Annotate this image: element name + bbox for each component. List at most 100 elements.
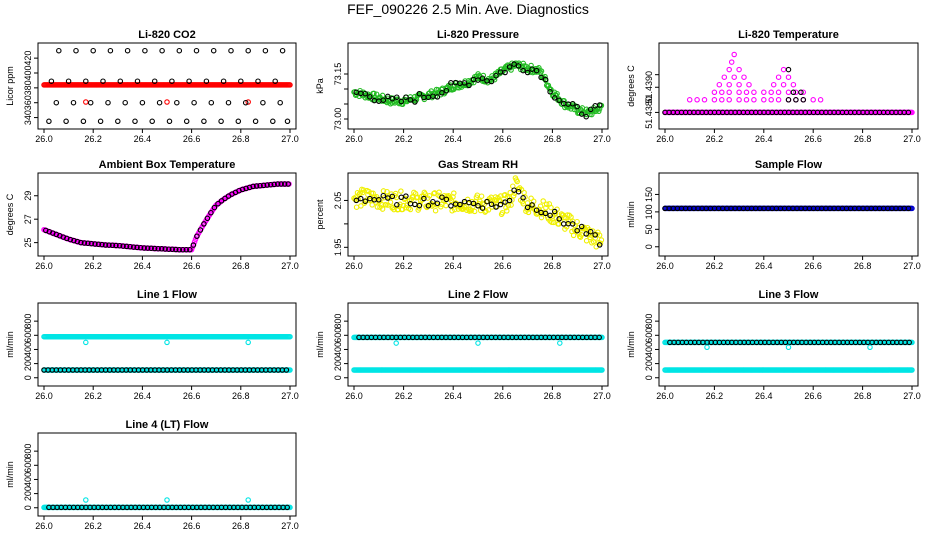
rh-2.5min-point <box>436 189 442 196</box>
x-tick-label: 26.8 <box>854 134 872 144</box>
co2-1min-point <box>56 47 62 54</box>
box-1min-point <box>151 245 158 252</box>
panel-7: Line 2 Flow 26.0 26.2 26.4 26.6 26.8 27.0 0 2004… <box>315 289 611 401</box>
rh-2.5min-point <box>423 203 429 210</box>
pressure-1min-point <box>547 89 553 95</box>
co2-1min-point <box>203 78 210 84</box>
box-1min-point <box>274 181 281 187</box>
x-tick-label: 26.4 <box>444 261 462 271</box>
x-tick-label: 27.0 <box>281 134 299 144</box>
box-1min-point <box>239 186 246 193</box>
rh-2.5min-point <box>426 193 433 199</box>
box-1min-point <box>116 242 123 249</box>
temp-upper-point <box>736 97 742 103</box>
rh-2.5min-point <box>359 189 366 196</box>
box-2.5min-point <box>192 236 199 243</box>
x-tick-label: 26.6 <box>183 261 201 271</box>
co2-1min-point <box>107 47 114 54</box>
plot-frame <box>347 42 609 130</box>
temp-upper-point <box>711 89 718 96</box>
temp-upper-point <box>768 97 774 103</box>
rh-2.5min-point <box>548 204 554 211</box>
panel-title: Line 4 (LT) Flow <box>126 419 209 431</box>
box-1min-point <box>215 200 221 207</box>
line4-black-point <box>284 504 290 511</box>
line4-spikes-point <box>245 497 251 503</box>
x-tick-label: 26.2 <box>84 521 102 531</box>
pressure-1min-point <box>488 78 495 85</box>
temp-black-upper-point <box>798 89 804 96</box>
y-tick-label: 73.15 <box>333 63 343 86</box>
pressure-1min-point <box>412 99 418 105</box>
line2-black-point <box>596 334 602 341</box>
line4-cyan-point <box>287 504 293 511</box>
plot-frame <box>347 172 609 257</box>
box-1min-point <box>148 245 154 252</box>
box-1min-point <box>267 181 274 188</box>
x-tick-label: 26.8 <box>232 521 250 531</box>
y-tick-label: 51.4380 <box>644 96 654 129</box>
box-1min-point <box>190 242 197 248</box>
plot-frame <box>37 42 297 130</box>
rh-1min-point <box>520 195 526 201</box>
pressure-1min-point <box>533 67 540 74</box>
rh-1min-point <box>421 195 427 202</box>
rh-1min-point <box>358 195 364 202</box>
y-tick-label: 800 <box>333 314 343 329</box>
co2-1min-point <box>87 99 94 106</box>
y-tick-label: 0 <box>23 375 33 380</box>
x-tick-label: 26.2 <box>395 391 413 401</box>
box-1min-point <box>155 245 161 252</box>
x-tick-label: 26.2 <box>706 134 724 144</box>
rh-2.5min-point <box>598 237 605 243</box>
temp-upper-point <box>770 81 777 88</box>
temp-upper-point <box>790 81 797 88</box>
box-1min-point <box>169 246 176 253</box>
co2-1min-point <box>183 118 190 125</box>
panel-5: Sample Flow 26.0 26.2 26.4 26.6 26.8 27.0 0 50 10… <box>626 159 921 271</box>
pressure-1min-point <box>385 93 391 100</box>
y-axis-label: Licor ppm <box>5 66 15 106</box>
box-1min-point <box>137 244 144 251</box>
y-tick-label: 420 <box>23 51 33 66</box>
panel-4: Gas Stream RH 26.0 26.2 26.4 26.6 26.8 27.0 1.9… <box>315 159 611 271</box>
x-tick-label: 26.8 <box>544 391 562 401</box>
y-tick-label: 0 <box>333 375 343 380</box>
x-tick-label: 26.8 <box>854 261 872 271</box>
y-tick-label: 600 <box>23 328 33 343</box>
pressure-1min-point <box>520 67 526 74</box>
box-1min-point <box>95 241 102 248</box>
plot-frame <box>658 172 919 257</box>
x-tick-label: 26.2 <box>84 134 102 144</box>
y-axis-label: ml/min <box>5 461 15 488</box>
plot-area <box>41 333 293 373</box>
pressure-1min-point <box>569 100 576 107</box>
box-1min-point <box>264 182 270 188</box>
panel-title: Line 1 Flow <box>137 289 197 301</box>
co2-1min-point <box>201 118 207 125</box>
co2-1min-point <box>166 118 173 125</box>
box-2.5min-point <box>191 239 198 245</box>
box-1min-point <box>201 221 207 227</box>
temp-upper-point <box>736 81 742 88</box>
co2-1min-point <box>48 78 55 84</box>
line3-dips-point <box>704 344 710 351</box>
x-tick-label: 26.6 <box>494 391 512 401</box>
x-tick-label: 26.0 <box>345 134 363 144</box>
x-tick-label: 26.6 <box>183 391 201 401</box>
co2-1min-point <box>53 99 60 106</box>
co2-1min-point <box>73 47 79 54</box>
x-tick-label: 26.0 <box>35 261 53 271</box>
y-tick-label: 600 <box>644 328 654 343</box>
line1-black-point <box>283 367 290 373</box>
x-tick-label: 27.0 <box>903 134 921 144</box>
rh-1min-point <box>497 201 504 208</box>
rh-2.5min-point <box>379 206 386 212</box>
y-tick-label: 150 <box>644 187 654 202</box>
rh-1min-point <box>376 197 382 203</box>
x-tick-label: 26.4 <box>755 391 773 401</box>
rh-2.5min-point <box>574 218 580 225</box>
panel-6: Line 1 Flow 26.0 26.2 26.4 26.6 26.8 27.0 0 2004… <box>5 289 299 401</box>
box-1min-point <box>180 246 186 253</box>
box-1min-point <box>250 183 256 190</box>
